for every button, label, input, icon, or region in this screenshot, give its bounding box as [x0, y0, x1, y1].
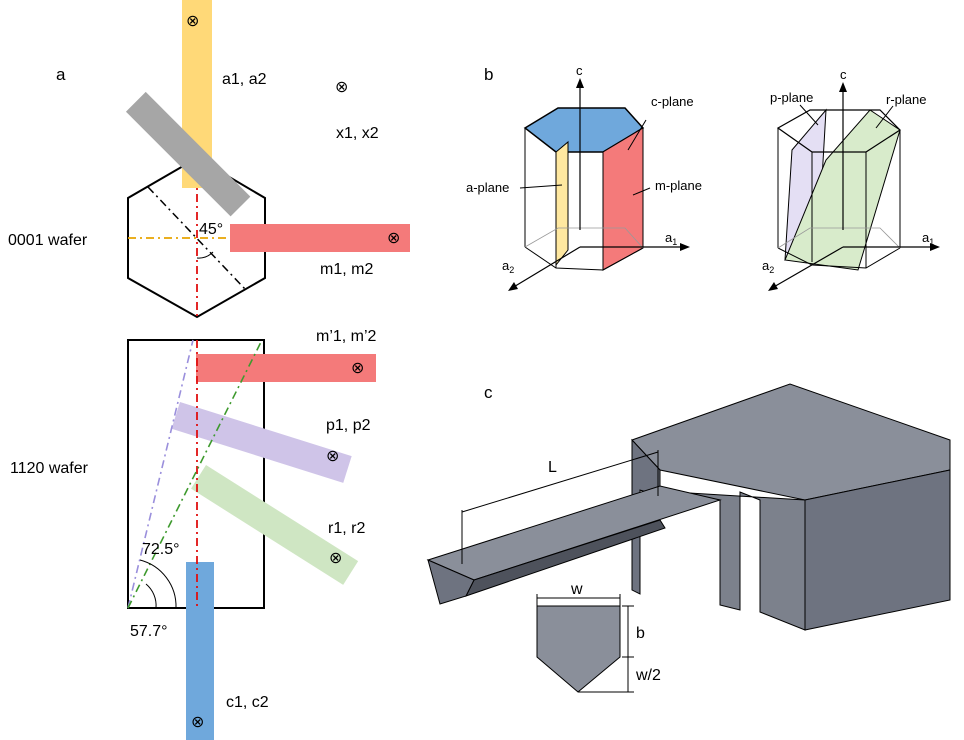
- p-plane-leader: [799, 104, 819, 126]
- m-plane-leader: [632, 187, 651, 196]
- c-axis-right-label: c: [840, 67, 847, 82]
- c-axis-right-arrow: [839, 82, 847, 92]
- beam-m-prime-cross: ⊗: [351, 360, 364, 377]
- half-width-label: w/2: [635, 667, 661, 684]
- beam-c-cross: ⊗: [191, 714, 204, 731]
- c-plane-leader: [627, 119, 647, 151]
- a1-right-label: a1: [922, 230, 934, 247]
- a1-axis-left-arrow: [680, 243, 690, 251]
- c-plane-label: c-plane: [651, 94, 694, 109]
- a1-left-label: a1: [665, 230, 677, 247]
- prism-right-bottom: [777, 247, 901, 269]
- c-axis-left-arrow: [576, 78, 584, 88]
- wafer-1120-label: 1120 wafer: [10, 460, 89, 477]
- beam-r-cross: ⊗: [329, 550, 342, 567]
- rect-r-axis: [127, 339, 263, 609]
- wafer-0001-label: 0001 wafer: [8, 232, 88, 249]
- r-plane-label: r-plane: [886, 92, 926, 107]
- a2-axis-right-arrow: [768, 282, 778, 291]
- beam-x: [125, 91, 251, 217]
- a1-axis-right-arrow: [930, 243, 940, 251]
- cantilever-top: [426, 485, 722, 581]
- beam-c: [186, 562, 214, 740]
- beam-x-cross: ⊗: [335, 79, 348, 96]
- a2-axis-right: [771, 246, 844, 289]
- beam-a-cross: ⊗: [186, 13, 199, 30]
- cross-section: [536, 605, 621, 693]
- p-plane-label: p-plane: [770, 90, 813, 105]
- beam-m-cross: ⊗: [387, 230, 400, 247]
- hex-angle-label: 45°: [199, 221, 223, 238]
- a2-left-label: a2: [502, 258, 514, 275]
- cantilever-tip: [427, 559, 475, 605]
- beam-m: [230, 224, 410, 252]
- panel-c-letter: c: [484, 383, 493, 402]
- prism-bottom-edge: [524, 246, 644, 271]
- prism-right-hidden: [777, 227, 901, 249]
- hex-prism-left: [508, 78, 690, 291]
- beam-r-label: r1, r2: [328, 520, 365, 537]
- length-label: L: [548, 459, 557, 476]
- beam-c-label: c1, c2: [226, 694, 269, 711]
- m-plane-label: m-plane: [655, 178, 702, 193]
- hex-angle-arc: [196, 251, 214, 259]
- panel-a-letter: a: [56, 65, 66, 84]
- width-label: w: [570, 581, 583, 598]
- a-plane-label: a-plane: [466, 180, 509, 195]
- r-plane-leader: [875, 105, 894, 129]
- beam-x-label: x1, x2: [336, 125, 379, 142]
- beam-r: [191, 464, 359, 585]
- beam-m-label: m1, m2: [320, 261, 373, 278]
- a2-right-label: a2: [762, 258, 774, 275]
- beam-m-prime-label: m’1, m’2: [316, 328, 377, 345]
- panel-b-letter: b: [484, 65, 493, 84]
- angle-r-label: 57.7°: [130, 623, 168, 640]
- thickness-label: b: [636, 625, 645, 642]
- beam-p-label: p1, p2: [326, 417, 371, 434]
- angle-arc-outer: [139, 559, 177, 609]
- angle-arc-inner: [145, 583, 157, 609]
- base-block-left: [631, 438, 661, 595]
- beam-a-label: a1, a2: [222, 71, 267, 88]
- hexagon-wafer: [127, 156, 266, 319]
- a2-axis-left-arrow: [508, 282, 518, 291]
- panel-a: a 45° ⊗ a1, a2 ⊗ x1, x2 ⊗ m1, m2 0001 wa…: [8, 0, 410, 740]
- c-axis-left-label: c: [576, 63, 583, 78]
- angle-p-label: 72.5°: [142, 541, 180, 558]
- a2-axis-left: [511, 246, 581, 289]
- l-dim-line: [461, 451, 659, 513]
- hex-diagonal-axis: [147, 186, 246, 290]
- hex-prism-right: [768, 82, 940, 291]
- beam-m-prime: [196, 354, 376, 382]
- prism-hidden-edge: [524, 227, 644, 249]
- rect-p-axis: [127, 339, 194, 609]
- a-plane-leader: [519, 184, 563, 189]
- panel-c: c L w b w/2: [426, 383, 951, 693]
- m-plane-face: [602, 127, 644, 271]
- beam-p: [171, 402, 352, 483]
- panel-b: b c c-plane a-plane m-plane a1 a2: [466, 63, 940, 291]
- beam-p-cross: ⊗: [326, 448, 339, 465]
- a-plane-face: [555, 140, 569, 267]
